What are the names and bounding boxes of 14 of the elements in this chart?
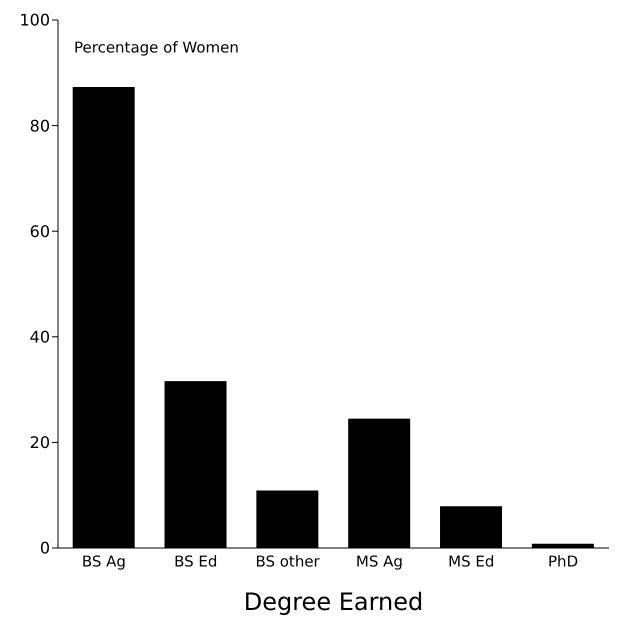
y-tick-label: 40 <box>30 327 50 346</box>
x-tick-label: PhD <box>548 552 578 571</box>
x-tick-label: BS Ed <box>174 552 218 571</box>
x-axis-title: Degree Earned <box>244 588 424 616</box>
x-tick-label: BS other <box>255 552 321 571</box>
y-axis-title: Percentage of Women <box>74 38 239 57</box>
y-tick-label: 60 <box>30 222 50 241</box>
x-tick-label: BS Ag <box>82 552 126 571</box>
y-tick-label: 20 <box>30 433 50 452</box>
y-tick-label: 80 <box>30 116 50 136</box>
x-tick-label: MS Ed <box>448 552 494 571</box>
y-tick-label: 100 <box>19 10 50 30</box>
y-tick-label: 0 <box>40 538 50 558</box>
x-tick-label: MS Ag <box>356 552 403 571</box>
